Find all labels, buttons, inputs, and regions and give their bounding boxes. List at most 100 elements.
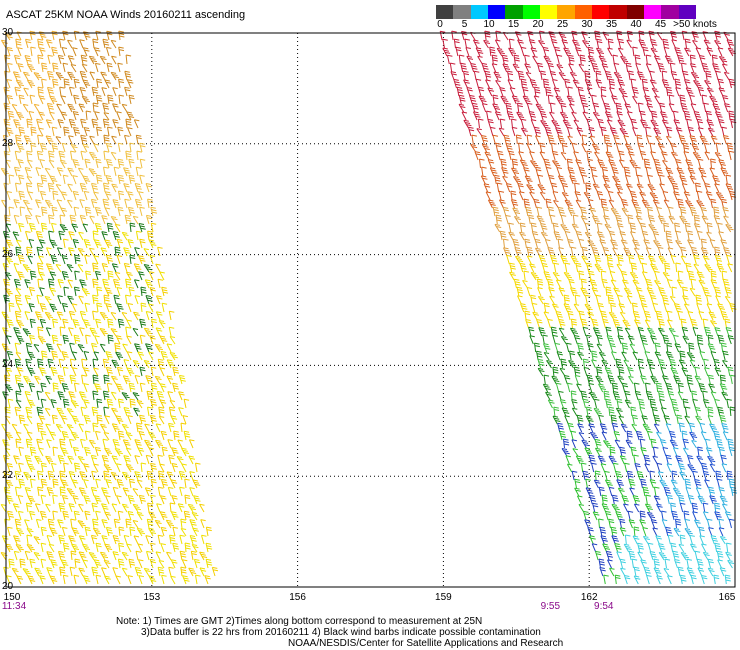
wind-barb	[60, 95, 67, 105]
wind-barb	[147, 198, 154, 209]
wind-barb	[631, 199, 639, 209]
wind-barb	[181, 559, 188, 569]
wind-barb	[149, 558, 157, 569]
wind-barb	[183, 430, 191, 441]
wind-barb	[106, 222, 114, 233]
wind-barb	[128, 94, 135, 105]
wind-barb	[698, 167, 707, 177]
wind-barb	[679, 175, 687, 185]
wind-barb	[584, 303, 593, 313]
wind-barb	[70, 64, 77, 73]
legend-color-0	[436, 5, 454, 19]
wind-barb	[24, 455, 32, 465]
wind-barb	[596, 231, 605, 241]
wind-barb	[707, 415, 714, 425]
wind-barb	[604, 70, 612, 81]
wind-barb	[45, 343, 54, 353]
wind-barb	[22, 103, 29, 113]
wind-barb	[578, 270, 585, 281]
legend-color-8	[574, 5, 592, 19]
wind-barb	[94, 446, 102, 457]
wind-barb	[599, 526, 607, 537]
wind-barb	[114, 223, 121, 233]
wind-barb	[632, 46, 638, 57]
wind-barb	[39, 367, 47, 377]
wind-barb	[6, 575, 12, 585]
wind-barb	[138, 494, 146, 505]
wind-barb	[155, 327, 163, 337]
wind-barb	[524, 310, 531, 321]
wind-barb	[17, 271, 25, 281]
wind-barb	[547, 318, 553, 329]
wind-barb	[114, 271, 121, 281]
wind-barb	[57, 119, 64, 129]
wind-barb	[134, 566, 142, 577]
wind-barb	[650, 294, 657, 305]
wind-barb	[14, 406, 21, 417]
wind-barb	[24, 167, 31, 177]
wind-barb	[591, 94, 597, 105]
wind-barb	[481, 143, 490, 153]
wind-barb	[134, 295, 140, 305]
wind-barb	[552, 79, 558, 89]
wind-barb	[703, 39, 711, 49]
wind-barb	[151, 318, 157, 329]
wind-barb	[540, 70, 547, 81]
wind-barb	[114, 448, 123, 457]
wind-barb	[24, 55, 32, 65]
wind-barb	[667, 575, 673, 585]
wind-barb	[677, 391, 684, 401]
wind-barb	[56, 343, 62, 353]
wind-barb	[612, 462, 619, 473]
wind-barb	[588, 127, 595, 137]
wind-barb	[541, 262, 548, 273]
wind-barb	[479, 158, 485, 169]
wind-barb	[26, 207, 33, 217]
wind-barb	[575, 199, 582, 209]
wind-barb	[17, 254, 25, 265]
wind-barb	[718, 487, 725, 497]
wind-barb	[485, 191, 492, 201]
wind-barb	[104, 287, 113, 297]
wind-barb	[24, 295, 31, 305]
wind-barb	[84, 254, 90, 265]
wind-barb	[473, 111, 481, 121]
wind-barb	[639, 519, 646, 529]
wind-barb	[111, 455, 119, 465]
wind-barb	[74, 254, 81, 265]
wind-barb	[722, 350, 729, 361]
wind-barb	[683, 191, 691, 201]
wind-barb	[148, 431, 157, 441]
wind-barb	[595, 70, 602, 81]
wind-barb	[115, 415, 124, 425]
wind-barb	[619, 518, 626, 529]
wind-barb	[706, 294, 712, 305]
wind-barb	[693, 80, 702, 89]
wind-barb	[157, 534, 164, 545]
wind-barb	[591, 62, 599, 73]
wind-barb	[629, 271, 639, 281]
wind-barb	[613, 62, 620, 73]
wind-barb	[714, 286, 721, 297]
wind-barb	[125, 432, 133, 441]
wind-barb	[84, 158, 91, 169]
wind-barb	[15, 527, 25, 537]
wind-barb	[158, 470, 165, 481]
wind-barb	[629, 159, 638, 169]
wind-barb	[613, 287, 620, 297]
wind-barb	[486, 110, 492, 121]
wind-barb	[705, 191, 713, 201]
wind-barb	[587, 239, 596, 249]
wind-barb	[122, 487, 130, 497]
wind-barb	[682, 447, 689, 457]
wind-barb	[571, 399, 578, 409]
wind-barb	[536, 350, 543, 361]
wind-barb	[511, 118, 517, 129]
wind-barb	[126, 543, 132, 553]
wind-barb	[5, 479, 14, 489]
wind-barb	[167, 439, 173, 449]
wind-barb	[582, 40, 589, 49]
wind-barb	[628, 550, 636, 561]
wind-barb	[587, 158, 593, 169]
wind-barb	[501, 54, 509, 65]
